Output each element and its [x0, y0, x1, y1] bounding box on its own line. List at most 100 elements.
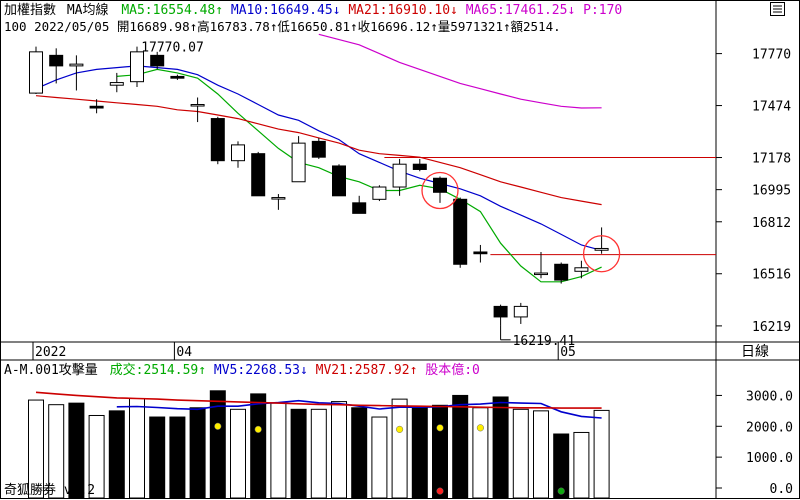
- signal-dot-yellow: [214, 422, 222, 430]
- candle: [251, 151, 266, 197]
- candle: [311, 137, 326, 159]
- volume-bar: [149, 416, 166, 499]
- volume-bar: [88, 414, 105, 499]
- candle-body-down: [210, 118, 225, 162]
- candle: [493, 304, 508, 326]
- volume-bar: [270, 402, 287, 499]
- capital-readout: 股本億:0: [425, 362, 480, 378]
- volume-bar: [28, 399, 44, 499]
- date-tick-label: 2022: [35, 345, 66, 360]
- candle: [372, 185, 387, 202]
- volume-tick-label: 1000.0: [746, 451, 793, 466]
- candle-body-up: [271, 197, 286, 200]
- low-label: 16219.41: [513, 334, 576, 349]
- signal-dot-yellow: [396, 425, 404, 433]
- candle-body-down: [493, 305, 508, 318]
- candle-body-up: [190, 104, 205, 107]
- candle-body-up: [29, 51, 43, 94]
- mv5-readout: MV5:2268.53↓: [214, 363, 308, 378]
- volume-bar: [331, 401, 347, 499]
- ma21-readout: MA21:16910.10↓: [348, 3, 458, 18]
- volume-bar: [411, 406, 428, 499]
- volume-bar: [512, 408, 529, 499]
- candle-body-down: [352, 202, 367, 214]
- candle-body-down: [412, 163, 427, 170]
- candle: [29, 46, 43, 94]
- volume-bar: [189, 407, 206, 499]
- candle: [332, 164, 346, 197]
- candle: [130, 46, 144, 87]
- candle: [49, 48, 64, 84]
- candle-body-down: [332, 165, 346, 197]
- candle: [271, 194, 286, 210]
- candle-body-down: [554, 263, 569, 281]
- price-y-axis: 17770 17474 17178 16995 16812 16516 16219: [716, 48, 791, 335]
- candle: [170, 74, 185, 80]
- volume-bar: [371, 416, 388, 499]
- volume-bar: [452, 394, 469, 499]
- ma65-line: [318, 33, 602, 109]
- signal-dot-red: [436, 487, 444, 495]
- candle-body-down: [49, 54, 64, 67]
- indicator-name: MA均線: [67, 2, 109, 18]
- ma5-readout: MA5:16554.48↑: [121, 3, 223, 18]
- candle-body-up: [291, 142, 306, 183]
- candle-body-up: [231, 144, 245, 162]
- volume-bar: [553, 433, 570, 499]
- volume-header: A-M.001攻擊量 成交:2514.59↑ MV5:2268.53↓ MV21…: [4, 362, 480, 378]
- index-name: 加權指數: [4, 3, 56, 18]
- volume-tick-label: 0.0: [770, 482, 793, 497]
- candle-body-up: [392, 163, 407, 188]
- volume-bar: [169, 416, 186, 499]
- volume-bar: [230, 408, 246, 499]
- candle: [534, 251, 548, 279]
- volume-bar: [68, 402, 85, 499]
- volume-bar: [593, 409, 610, 499]
- volume-bar: [48, 404, 65, 499]
- volume-bar: [108, 410, 125, 499]
- footer-label: 奇狐勝券 v5.2: [4, 482, 95, 498]
- quote-line: 100 2022/05/05 開16689.98↑高16783.78↑低1665…: [4, 19, 561, 34]
- signal-dot-yellow: [254, 425, 262, 433]
- candle: [513, 302, 528, 324]
- price-tick-label: 17770: [752, 48, 791, 63]
- candle: [352, 195, 367, 214]
- volume-bar: [472, 407, 489, 499]
- candle: [291, 136, 306, 183]
- candle: [453, 197, 468, 268]
- volume-bar: [250, 393, 267, 499]
- signal-dot-yellow: [436, 424, 444, 432]
- candle: [574, 260, 589, 279]
- candle-body-up: [69, 63, 84, 67]
- high-label: 17770.07: [141, 41, 204, 56]
- candle: [554, 262, 569, 284]
- p-readout: P:170: [583, 3, 622, 18]
- circle-marker: [421, 171, 459, 210]
- volume-bar: [310, 408, 327, 499]
- volume-bar: [209, 390, 226, 499]
- candle-body-up: [594, 247, 609, 251]
- turnover-readout: 成交:2514.59↑: [110, 362, 206, 378]
- candle-body-down: [170, 75, 185, 79]
- candle-body-up: [109, 82, 124, 86]
- volume-bar: [432, 404, 448, 499]
- price-tick-label: 16995: [752, 184, 791, 199]
- menu-icon[interactable]: [770, 2, 785, 16]
- circle-markers: [421, 171, 621, 273]
- volume-y-axis: 3000.0 2000.0 1000.0 0.0: [716, 389, 793, 497]
- ma65-readout: MA65:17461.25↓: [466, 3, 576, 18]
- header-line: 加權指數 MA均線 MA5:16554.48↑ MA10:16649.45↓ M…: [4, 2, 622, 18]
- volume-bar: [351, 407, 368, 499]
- candle-body-down: [473, 251, 488, 255]
- candle-body-down: [251, 153, 266, 197]
- volume-tick-label: 3000.0: [746, 389, 793, 404]
- ma10-readout: MA10:16649.45↓: [231, 3, 341, 18]
- candle: [473, 244, 488, 263]
- volume-bar: [492, 396, 509, 499]
- volume-bar: [533, 410, 549, 499]
- candle-body-down: [433, 177, 447, 193]
- candle-body-up: [130, 51, 144, 83]
- volume-bar: [290, 408, 307, 499]
- price-tick-label: 17474: [752, 100, 791, 115]
